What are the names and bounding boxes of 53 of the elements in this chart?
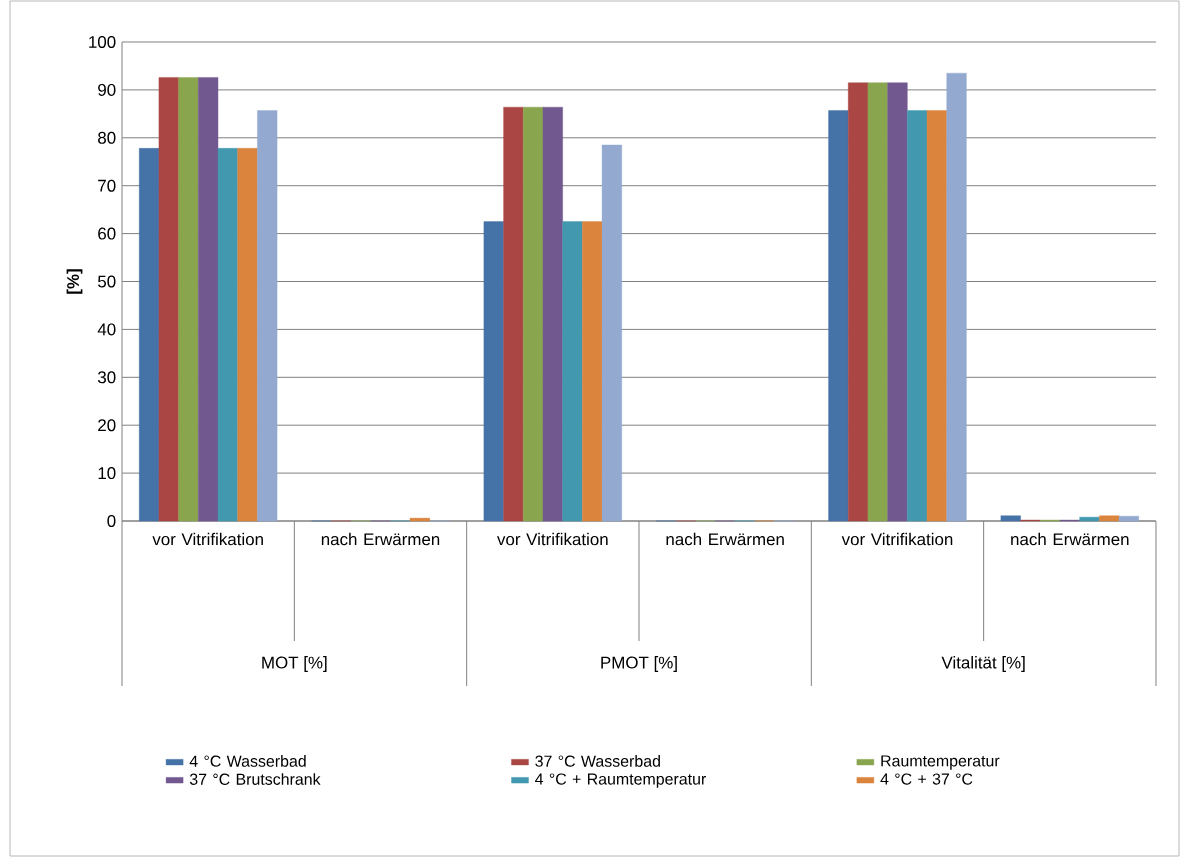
y-tick-label: 60 [98,227,116,240]
x-tick-label: nach Erwärmen [321,532,440,546]
bar [1099,515,1120,522]
legend-label: 4 °C Wasserbad [189,755,306,767]
y-tick-label: 90 [98,83,116,96]
bar [848,82,869,522]
bar [1118,516,1139,522]
bar [542,106,563,522]
y-tick-label: 40 [97,323,116,336]
bar [1079,516,1100,522]
bar [946,72,967,522]
bar [828,110,849,522]
bar [601,144,622,522]
x-tick-label: vor Vitrifikation [152,532,263,546]
legend-label: 4 °C + 37 °C [880,773,973,785]
bar [178,77,199,522]
text: MOT [%] [262,656,327,672]
bar [237,148,258,522]
bar [887,82,908,522]
bar [257,110,278,522]
bar [198,77,219,522]
x-tick-label: vor Vitrifikation [497,532,608,546]
bar [1000,515,1021,522]
bar [907,110,928,522]
y-tick-label: 100 [89,36,116,48]
bar [867,82,888,522]
legend-label: 37 °C Brutschrank [189,773,321,785]
x-tick-label: vor Vitrifikation [841,532,953,546]
bar [926,110,947,522]
y-tick-label: 70 [98,179,116,192]
y-tick-label: 0 [107,515,116,527]
text: PMOT [%] [601,656,677,672]
text: Vitalität [%] [941,656,1025,672]
y-tick-label: 10 [98,467,116,480]
y-tick-label: 80 [98,131,116,144]
y-tick-label: 20 [98,419,116,432]
bar [562,221,583,522]
y-tick-label: 30 [97,371,116,384]
legend-label: 4 °C + Raumtemperatur [535,773,706,788]
bar [217,148,238,522]
bar [523,106,544,522]
bar [139,148,160,522]
bar [582,221,603,522]
x-tick-label: nach Erwärmen [666,532,784,546]
y-tick-label: 50 [97,275,116,288]
legend-label: 37 °C Wasserbad [535,755,660,767]
bar [483,221,504,522]
y-axis-title: [%] [66,269,83,294]
legend-label: Raumtemperatur [881,755,1000,770]
x-tick-label: nach Erwärmen [1011,532,1129,546]
bar [503,106,524,522]
bar [409,517,430,522]
bar [158,77,179,522]
